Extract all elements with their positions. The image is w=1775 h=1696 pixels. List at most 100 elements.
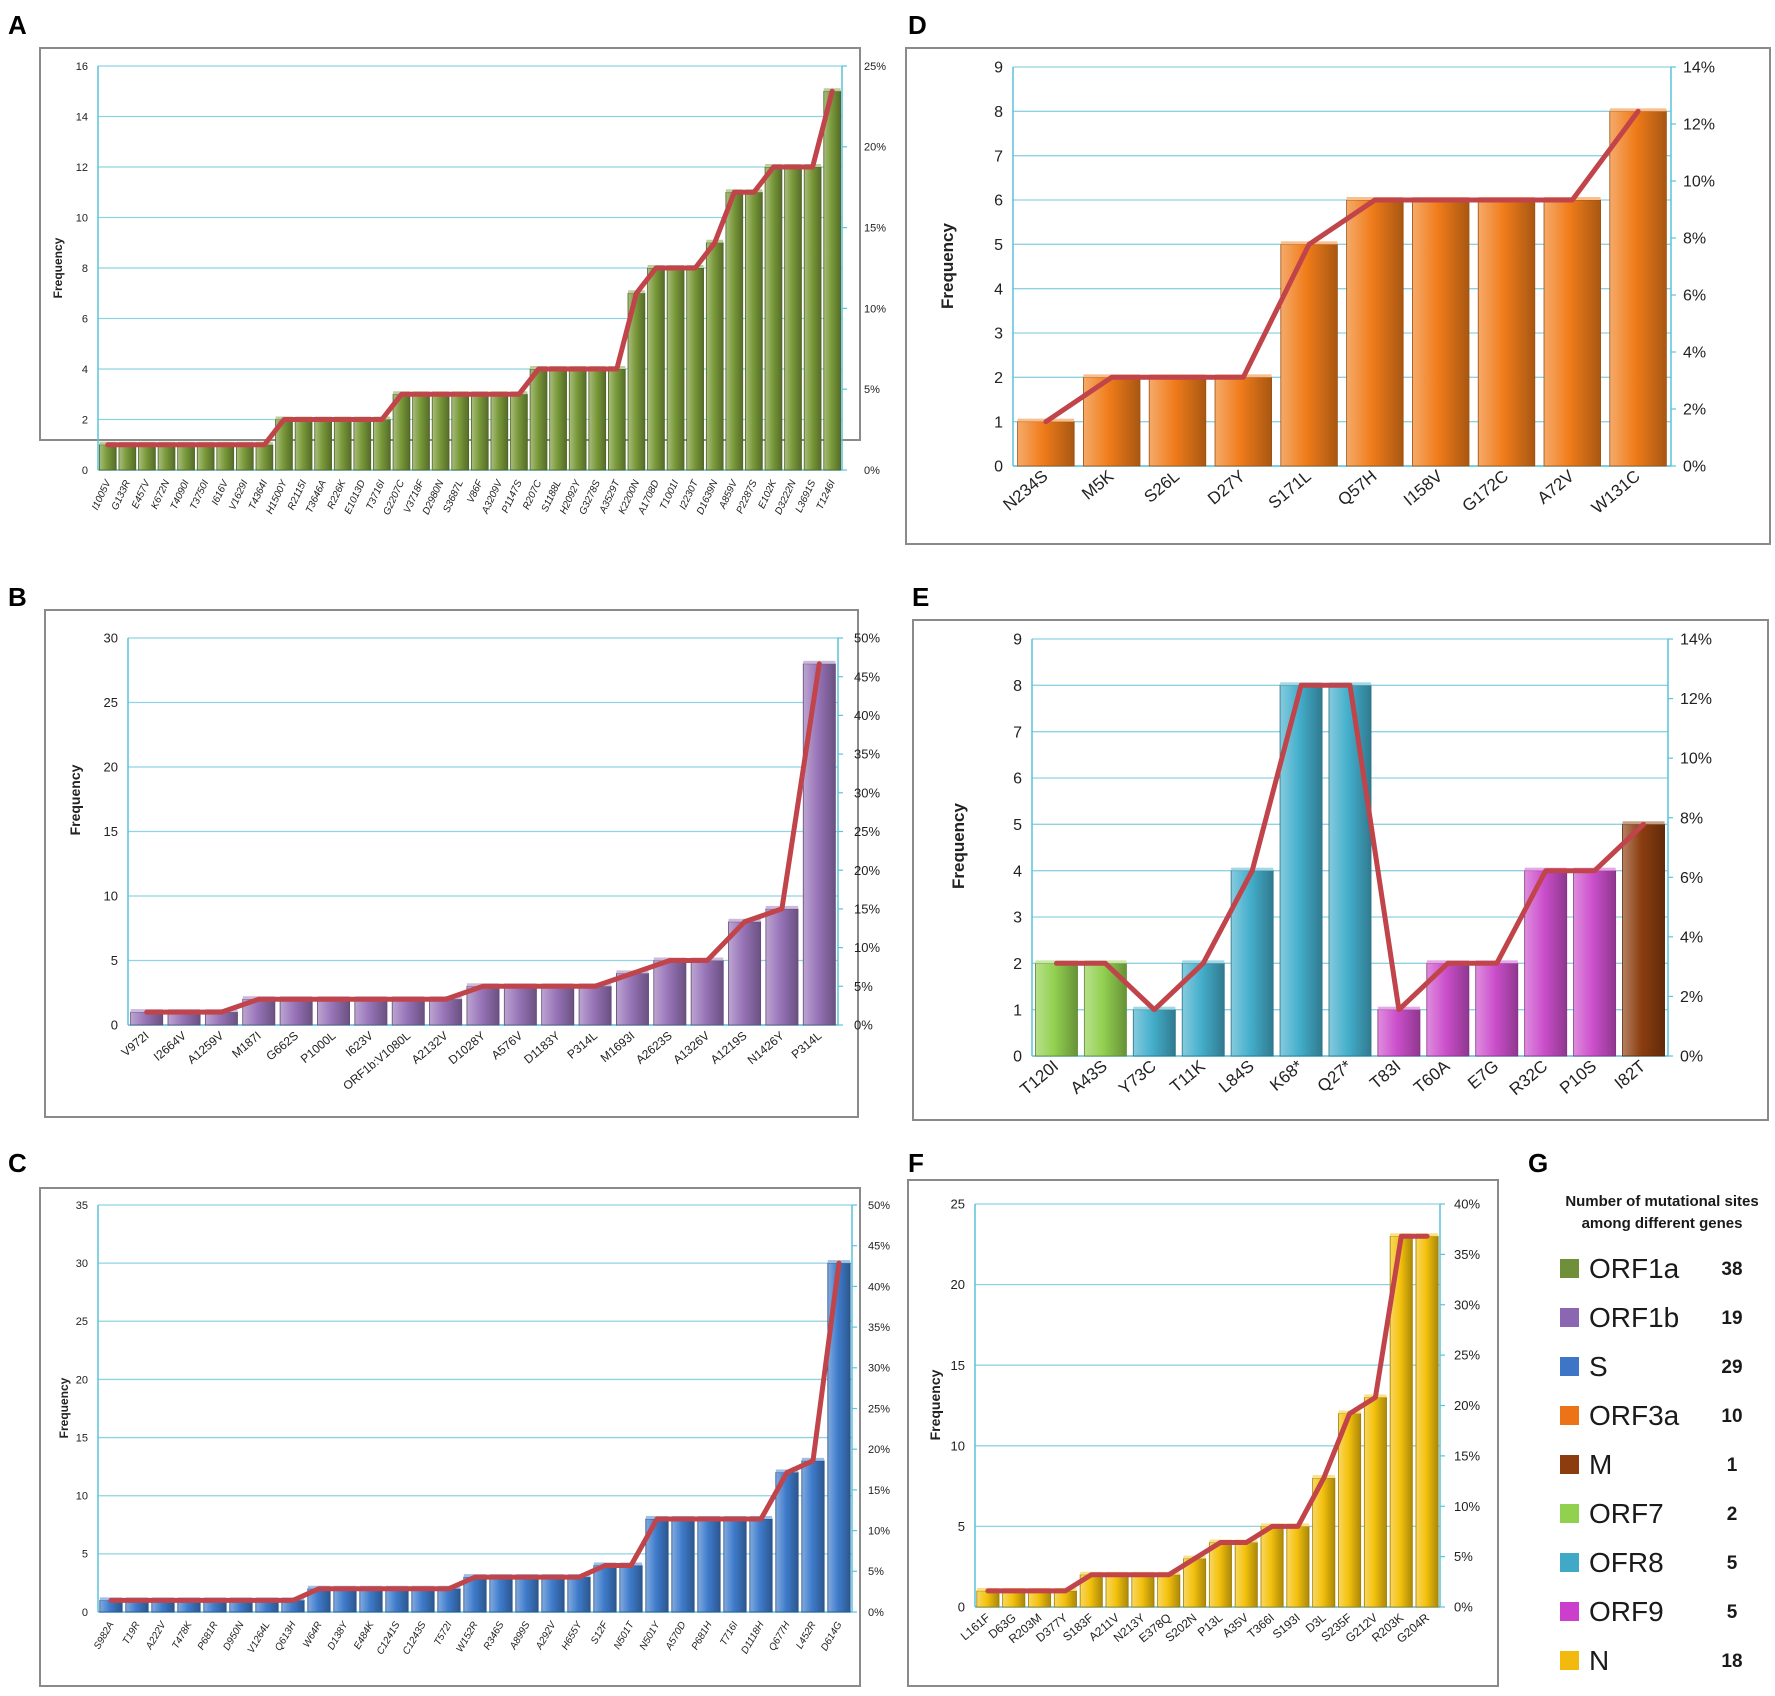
chart-a-bar	[314, 419, 332, 471]
chart-a-bar	[451, 393, 470, 471]
chart-d-ytick-label: 8	[994, 104, 1003, 121]
chart-c-series-line	[108, 1260, 842, 1603]
chart-a-bar	[823, 90, 842, 471]
chart-b-ytick-label: 0	[111, 1018, 118, 1033]
chart-f-ytick-label: 15	[951, 1358, 965, 1373]
chart-e-bar	[1622, 823, 1665, 1057]
legend-gene-count: 5	[1727, 1553, 1738, 1574]
legend-gene-name: ORF7	[1589, 1498, 1664, 1529]
chart-c-y2tick-label: 30%	[868, 1363, 890, 1375]
chart-c-y2tick-label: 0%	[868, 1607, 884, 1619]
chart-e-y2tick-label: 0%	[1680, 1049, 1703, 1066]
chart-d-ytick-label: 2	[994, 370, 1003, 387]
chart-e-ytick-label: 4	[1013, 863, 1022, 880]
chart-e-ytick-label: 5	[1013, 817, 1022, 834]
chart-d-y2tick-label: 8%	[1683, 231, 1706, 248]
chart-a-bar	[529, 368, 548, 471]
chart-b-bar	[541, 985, 575, 1026]
chart-b-bar	[765, 908, 799, 1026]
chart-e-ytick-label: 7	[1013, 724, 1022, 741]
legend-swatch-orf1b	[1560, 1308, 1579, 1327]
panel-c-letter: C	[8, 1148, 27, 1178]
panel-b-frame	[44, 609, 859, 1118]
chart-f-y2tick-label: 35%	[1454, 1247, 1480, 1262]
chart-d-ytick-label: 3	[994, 326, 1003, 343]
chart-a-ytick-label: 8	[82, 263, 88, 275]
legend-gene-count: 29	[1721, 1357, 1742, 1378]
chart-d-bar	[1609, 110, 1667, 467]
chart-c-bar	[567, 1576, 591, 1613]
chart-c-bar	[411, 1588, 435, 1613]
legend-gene-name: ORF1a	[1589, 1253, 1680, 1284]
chart-a-ytick-label: 16	[76, 61, 88, 73]
chart-c-bar	[775, 1472, 799, 1613]
chart-e-ytick-label: 3	[1013, 910, 1022, 927]
chart-f-series-line	[985, 1233, 1430, 1594]
chart-a-series-line	[105, 88, 835, 448]
legend-swatch-orf7	[1560, 1504, 1579, 1523]
chart-a-ytick-label: 0	[82, 465, 88, 477]
chart-a-bar	[196, 444, 215, 471]
chart-d-ytick-label: 4	[994, 281, 1003, 298]
panel-a-letter: A	[8, 10, 27, 40]
chart-d-ytick-label: 1	[994, 414, 1003, 431]
legend-swatch-n	[1560, 1651, 1579, 1670]
chart-c-bar	[619, 1565, 643, 1613]
chart-c-y2tick-label: 15%	[868, 1485, 890, 1497]
chart-a-bar	[333, 419, 352, 471]
chart-a-ytick-label: 4	[82, 364, 88, 376]
chart-c-ytick-label: 5	[82, 1549, 88, 1561]
legend-gene-count: 10	[1721, 1406, 1742, 1427]
legend-panel-g: G Number of mutational sites among differe…	[1528, 1148, 1759, 1676]
chart-b-y2tick-label: 20%	[854, 863, 880, 878]
panel-e-letter: E	[912, 582, 929, 612]
chart-a-y2tick-label: 15%	[864, 222, 886, 234]
chart-c-y2tick-label: 25%	[868, 1403, 890, 1415]
chart-d-bar	[1543, 199, 1601, 467]
chart-a-bar	[353, 419, 372, 471]
chart-b-series-line	[144, 661, 822, 1015]
chart-a-bar	[157, 444, 176, 471]
legend-gene-count: 38	[1721, 1259, 1742, 1280]
legend-title-line2: among different genes	[1582, 1215, 1743, 1232]
chart-f-y2tick-label: 25%	[1454, 1348, 1480, 1363]
chart-b-y2tick-label: 50%	[854, 631, 880, 646]
chart-c-y2tick-label: 35%	[868, 1322, 890, 1334]
chart-d-y2tick-label: 10%	[1683, 174, 1715, 191]
chart-f-ytick-label: 5	[958, 1519, 965, 1534]
legend-gene-name: S	[1589, 1351, 1608, 1382]
chart-f: 0 5 10 15 20 25 0% 5% 10% 15% 20% 25% 30% 35% 40% Frequ…	[927, 1197, 1480, 1647]
chart-c-ylabel: Frequency	[57, 1377, 71, 1438]
legend-gene-count: 5	[1727, 1602, 1738, 1623]
chart-b-bar	[354, 998, 388, 1026]
legend-swatch-s	[1560, 1357, 1579, 1376]
chart-e-y2tick-label: 12%	[1680, 691, 1712, 708]
chart-a-y2tick-label: 25%	[864, 61, 886, 73]
chart-a-xtick-label: V86F	[465, 478, 485, 505]
chart-c-bar	[489, 1576, 513, 1613]
chart-e-ytick-label: 8	[1013, 678, 1022, 695]
chart-b-bar	[429, 998, 463, 1026]
chart-c-y2tick-label: 50%	[868, 1200, 890, 1212]
chart-e-ytick-label: 9	[1013, 632, 1022, 649]
chart-f-y2tick-label: 20%	[1454, 1398, 1480, 1413]
chart-b-y2tick-label: 45%	[854, 669, 880, 684]
chart-a-bar	[138, 444, 156, 471]
chart-c-bar	[801, 1460, 825, 1613]
chart-b-ytick-label: 30	[104, 631, 118, 646]
chart-d-ylabel: Frequency	[938, 222, 957, 309]
chart-c-bar	[593, 1565, 617, 1613]
chart-e-ylabel: Frequency	[949, 802, 968, 889]
chart-a-bar	[216, 444, 235, 471]
chart-d-bar	[1280, 243, 1338, 467]
chart-d-bar	[1148, 376, 1207, 467]
chart-c-ytick-label: 15	[76, 1432, 88, 1444]
legend-gene-count: 18	[1721, 1651, 1742, 1672]
chart-b-bar	[728, 921, 762, 1026]
chart-d-bar	[1412, 199, 1470, 467]
chart-b-ytick-label: 25	[104, 695, 118, 710]
chart-a-bar	[549, 368, 567, 471]
chart-f-bar	[1260, 1526, 1284, 1608]
chart-f-y2tick-label: 30%	[1454, 1297, 1480, 1312]
chart-d-ytick-label: 5	[994, 237, 1003, 254]
